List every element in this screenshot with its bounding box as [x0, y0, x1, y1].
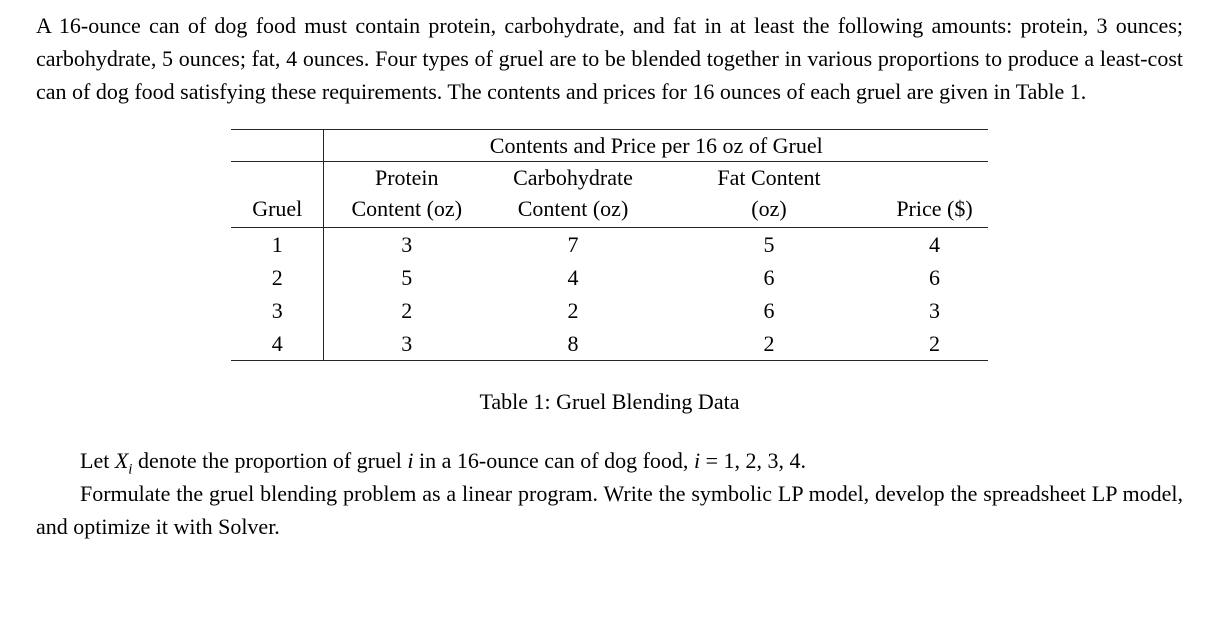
text-segment: denote the proportion of gruel: [132, 448, 408, 473]
price-value-cell: 2: [929, 331, 940, 356]
closing-paragraphs: Let Xi denote the proportion of gruel i …: [36, 444, 1183, 543]
table-corner-cell: [230, 129, 325, 162]
carbohydrate-value-cell: 4: [567, 265, 579, 290]
carbohydrate-value-cell: 2: [567, 298, 579, 323]
math-variable: i: [693, 448, 701, 473]
fat-value-cell: 2: [763, 331, 775, 356]
gruel-number-cell: 1: [230, 227, 325, 261]
column-header-fat: Fat Content (oz): [656, 161, 881, 228]
price-value-cell: 4: [929, 232, 940, 257]
column-header-protein: Protein Content (oz): [323, 161, 489, 228]
column-header-fat-line2: (oz): [751, 196, 787, 221]
table-caption: Table 1: Gruel Blending Data: [479, 389, 740, 414]
gruel-number-cell: 3: [230, 294, 325, 327]
formulate-instruction-line: Formulate the gruel blending problem as …: [36, 481, 1183, 539]
math-subscript: i: [128, 461, 133, 478]
protein-value-cell: 3: [401, 331, 413, 356]
table-row: 1 3 7 5 4: [230, 227, 988, 261]
protein-value-cell: 2: [401, 298, 413, 323]
math-variable: i: [407, 448, 414, 473]
table-row: 4 3 8 2 2: [230, 327, 988, 361]
column-header-gruel-label: Gruel: [252, 196, 303, 221]
column-header-carbohydrate: Carbohydrate Content (oz): [488, 161, 657, 228]
table-header: Contents and Price per 16 oz of Gruel Gr…: [230, 129, 989, 228]
table-span-header: Contents and Price per 16 oz of Gruel: [323, 129, 989, 162]
math-variable: X: [114, 448, 129, 473]
gruel-data-table: Contents and Price per 16 oz of Gruel Gr…: [230, 129, 989, 361]
text-segment: = 1, 2, 3, 4.: [700, 448, 806, 473]
table-column-header-row: Gruel Protein Content (oz) Carbohydrate …: [230, 161, 989, 228]
intro-paragraph: A 16-ounce can of dog food must contain …: [36, 13, 1183, 104]
table-row: 2 5 4 6 6: [230, 261, 988, 294]
price-value-cell: 6: [929, 265, 940, 290]
table-span-header-row: Contents and Price per 16 oz of Gruel: [230, 129, 989, 162]
column-header-protein-line1: Protein: [374, 165, 439, 190]
fat-value-cell: 5: [763, 232, 775, 257]
column-header-gruel: Gruel: [230, 161, 325, 228]
protein-value-cell: 5: [401, 265, 413, 290]
protein-value-cell: 3: [401, 232, 413, 257]
column-header-carbohydrate-line1: Carbohydrate: [513, 165, 633, 190]
column-header-protein-line2: Content (oz): [351, 196, 463, 221]
let-definition-line: Let Xi denote the proportion of gruel i …: [36, 444, 1183, 477]
carbohydrate-value-cell: 8: [567, 331, 579, 356]
column-header-carbohydrate-line2: Content (oz): [517, 196, 629, 221]
fat-value-cell: 6: [763, 298, 775, 323]
price-value-cell: 3: [929, 298, 940, 323]
table-row: 3 2 2 6 3: [230, 294, 988, 327]
fat-value-cell: 6: [763, 265, 775, 290]
column-header-fat-line1: Fat Content: [717, 165, 821, 190]
text-segment: Let: [80, 448, 115, 473]
carbohydrate-value-cell: 7: [567, 232, 579, 257]
column-header-price: Price ($): [880, 161, 989, 228]
text-segment: in a 16-ounce can of dog food,: [413, 448, 694, 473]
column-header-price-label: Price ($): [896, 196, 973, 221]
gruel-number-cell: 4: [230, 327, 325, 361]
gruel-number-cell: 2: [230, 261, 325, 294]
